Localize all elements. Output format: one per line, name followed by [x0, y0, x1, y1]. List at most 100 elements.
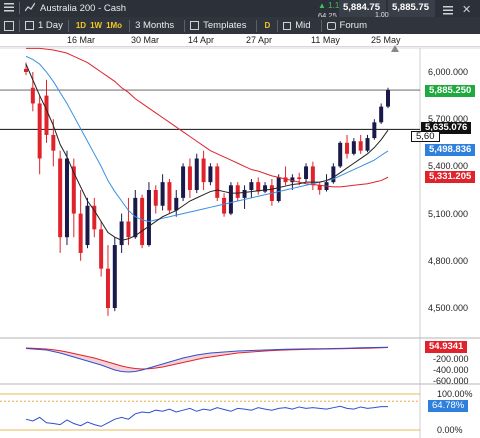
scroll-right-icon	[391, 45, 399, 52]
menu-icon[interactable]	[4, 2, 14, 14]
chart-controls: 1 Day 1D 1W 1Mo 3 Months Templates D Mid…	[0, 17, 480, 34]
price-tick: 6,000.000	[428, 67, 469, 77]
candle-body	[37, 103, 42, 159]
candle-body	[64, 158, 69, 238]
candle-body	[283, 177, 288, 183]
candle-body	[263, 185, 268, 192]
blue-ma-badge: 5,498.836	[425, 144, 476, 156]
forum-icon	[326, 21, 336, 30]
divider	[256, 19, 258, 32]
candle-body	[290, 177, 295, 183]
indicator1-fill	[26, 347, 388, 372]
candle-body	[30, 87, 35, 104]
price-tick: 5,400.000	[428, 161, 469, 171]
divider	[19, 2, 20, 14]
candle-body	[140, 197, 145, 246]
price-tick: 5,700.000	[428, 114, 469, 124]
settings-icon[interactable]	[442, 4, 454, 16]
price-tick: 4,800.000	[428, 256, 469, 266]
divider	[129, 19, 131, 32]
forum-button[interactable]: Forum	[339, 20, 367, 31]
interval-select[interactable]: 1 Day	[38, 20, 63, 31]
candle-body	[160, 182, 165, 206]
divider	[184, 19, 186, 32]
candle-body	[174, 197, 179, 211]
price-tick: 5,100.000	[428, 209, 469, 219]
buy-price-box[interactable]: 5,885.75	[388, 0, 435, 22]
change-value: 64.25	[318, 11, 337, 20]
divider	[320, 19, 322, 32]
divider	[277, 19, 279, 32]
candle-body	[331, 166, 336, 183]
indicator2-line	[25, 405, 388, 427]
candle-body	[338, 142, 343, 167]
candle-body	[249, 182, 254, 190]
candle-body	[372, 122, 377, 139]
date-label: 27 Apr	[246, 35, 273, 45]
instrument-title[interactable]: Australia 200 - Cash	[40, 2, 127, 14]
templates-button[interactable]: Templates	[203, 20, 247, 31]
candle-body	[85, 205, 90, 246]
candle-body	[310, 166, 315, 186]
date-label: 25 May	[371, 35, 401, 45]
candle-body	[187, 166, 192, 190]
indicator1-level: -400.000	[433, 365, 469, 375]
candle-body	[99, 229, 104, 269]
black-moving-average-line	[25, 63, 389, 241]
candle-body	[133, 197, 138, 238]
interval-1d-button[interactable]: 1D	[75, 21, 87, 30]
buy-price: 5,885.75	[392, 2, 429, 13]
indicator2-level: 100.00%	[437, 389, 473, 399]
date-label: 14 Apr	[188, 35, 215, 45]
candle-body	[365, 138, 370, 151]
date-label: 30 Mar	[131, 35, 160, 45]
candle-body	[44, 95, 49, 135]
candle-body	[51, 134, 56, 151]
grid-icon[interactable]	[4, 20, 14, 31]
indicator1-value-badge: 54.9341	[425, 341, 468, 353]
candle-body	[112, 245, 117, 308]
candle-body	[358, 141, 363, 151]
candle-body	[215, 166, 220, 198]
red-moving-average-line	[26, 47, 389, 188]
close-icon[interactable]: ✕	[462, 4, 472, 16]
divider	[19, 19, 20, 32]
interval-1mo-button[interactable]: 1Mo	[106, 21, 123, 30]
interval-1w-button[interactable]: 1W	[90, 21, 103, 30]
date-label: 16 Mar	[67, 35, 96, 45]
candle-body	[71, 166, 76, 214]
candle-body	[181, 166, 186, 198]
candle-body	[276, 177, 281, 202]
candle-body	[386, 90, 390, 107]
candle-body	[351, 141, 356, 154]
price-type-icon	[283, 21, 292, 30]
candle-body	[105, 268, 110, 308]
candle-body	[153, 190, 158, 206]
candle-body	[119, 221, 124, 246]
indicator1-level: -600.000	[433, 376, 469, 386]
sell-price: 5,884.75	[343, 2, 380, 13]
price-tick: 4,500.000	[428, 303, 469, 313]
candle-body	[78, 213, 83, 253]
candle-body	[208, 166, 213, 183]
candle-body	[194, 158, 199, 190]
d-button[interactable]: D	[264, 21, 271, 30]
change-percent: ▲ 1.1%	[318, 1, 347, 10]
range-select[interactable]: 3 Months	[135, 20, 175, 31]
candle-body	[222, 197, 227, 214]
candle-body	[58, 158, 63, 238]
candle-body	[235, 185, 240, 198]
candle-body	[126, 221, 131, 238]
candle-body	[167, 182, 172, 211]
last-price-badge: 5,885.250	[425, 85, 476, 97]
candle-body	[242, 190, 247, 198]
candle-body	[379, 106, 384, 123]
sell-price-box[interactable]: 5,884.75	[339, 0, 386, 22]
candle-body	[304, 166, 309, 179]
candle-body	[146, 190, 151, 246]
candle-body	[228, 185, 233, 214]
mid-select[interactable]: Mid	[295, 20, 311, 31]
candle-body	[256, 182, 261, 192]
candle-body	[92, 205, 97, 230]
